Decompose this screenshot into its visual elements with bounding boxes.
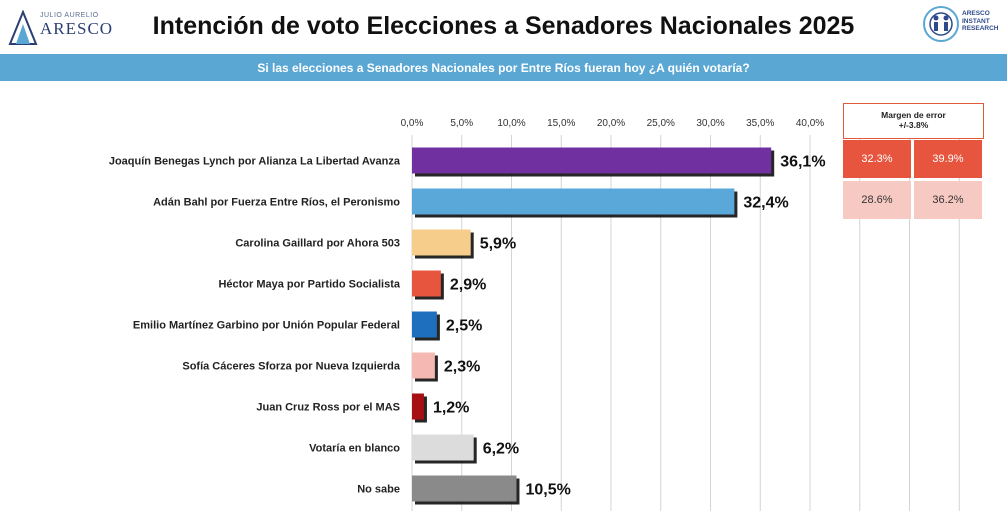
bar [412, 393, 424, 420]
bar [412, 352, 435, 379]
chart-subtitle: Si las elecciones a Senadores Nacionales… [257, 61, 750, 75]
logo-right-line: ARESCO [962, 10, 990, 17]
data-label: 36,1% [780, 154, 825, 171]
page-title: Intención de voto Elecciones a Senadores… [152, 12, 855, 40]
x-tick-label: 25,0% [647, 118, 675, 129]
x-tick-label: 0,0% [401, 118, 424, 129]
x-tick-label: 40,0% [796, 118, 824, 129]
aresco-instant-research-logo: ARESCO INSTANT RESEARCH [922, 2, 1002, 46]
category-label: Adán Bahl por Fuerza Entre Ríos, el Pero… [153, 197, 400, 209]
bar [412, 434, 474, 461]
bar [412, 311, 437, 338]
moe-cell-high: 39.9% [914, 140, 982, 178]
bar [412, 229, 471, 256]
logo-big-text: ARESCO [40, 19, 114, 38]
category-label: Votaría en blanco [309, 443, 400, 455]
x-tick-label: 35,0% [746, 118, 774, 129]
category-label: Héctor Maya por Partido Socialista [218, 279, 400, 291]
x-tick-label: 20,0% [597, 118, 625, 129]
bar [412, 147, 772, 174]
margin-of-error-title: Margen de error [881, 110, 946, 120]
category-label: Joaquín Benegas Lynch por Alianza La Lib… [109, 156, 401, 168]
margin-of-error-value: +/-3.8% [898, 120, 929, 130]
moe-cell-low: 28.6% [843, 181, 911, 219]
category-label: No sabe [357, 484, 400, 496]
bar [412, 475, 517, 502]
logo-small-text: JULIO AURELIO [40, 12, 99, 19]
data-label: 10,5% [525, 482, 570, 499]
category-label: Carolina Gaillard por Ahora 503 [235, 238, 400, 250]
category-label: Sofía Cáceres Sforza por Nueva Izquierda [182, 361, 401, 373]
x-tick-label: 15,0% [547, 118, 575, 129]
x-tick-label: 30,0% [696, 118, 724, 129]
data-label: 5,9% [480, 236, 516, 253]
x-tick-label: 10,0% [497, 118, 525, 129]
logo-right-line: RESEARCH [962, 25, 999, 32]
category-label: Juan Cruz Ross por el MAS [256, 402, 400, 414]
margin-of-error-header: Margen de error +/-3.8% [843, 103, 984, 139]
aresco-triangle-icon [8, 10, 38, 45]
subtitle-band: Si las elecciones a Senadores Nacionales… [0, 54, 1007, 81]
x-tick-label: 5,0% [450, 118, 473, 129]
logo-right-line: INSTANT [962, 17, 990, 25]
aresco-logo-left: JULIO AURELIO ARESCO [8, 6, 112, 48]
data-label: 2,9% [450, 277, 486, 294]
data-label: 6,2% [483, 441, 519, 458]
category-label: Emilio Martínez Garbino por Unión Popula… [133, 320, 400, 332]
moe-cell-low: 32.3% [843, 140, 911, 178]
data-label: 2,5% [446, 318, 482, 335]
moe-cell-high: 36.2% [914, 181, 982, 219]
bar [412, 188, 735, 215]
data-label: 2,3% [444, 359, 480, 376]
globe-people-icon [923, 6, 959, 42]
data-label: 1,2% [433, 400, 469, 417]
data-label: 32,4% [743, 195, 788, 212]
bar [412, 270, 441, 297]
